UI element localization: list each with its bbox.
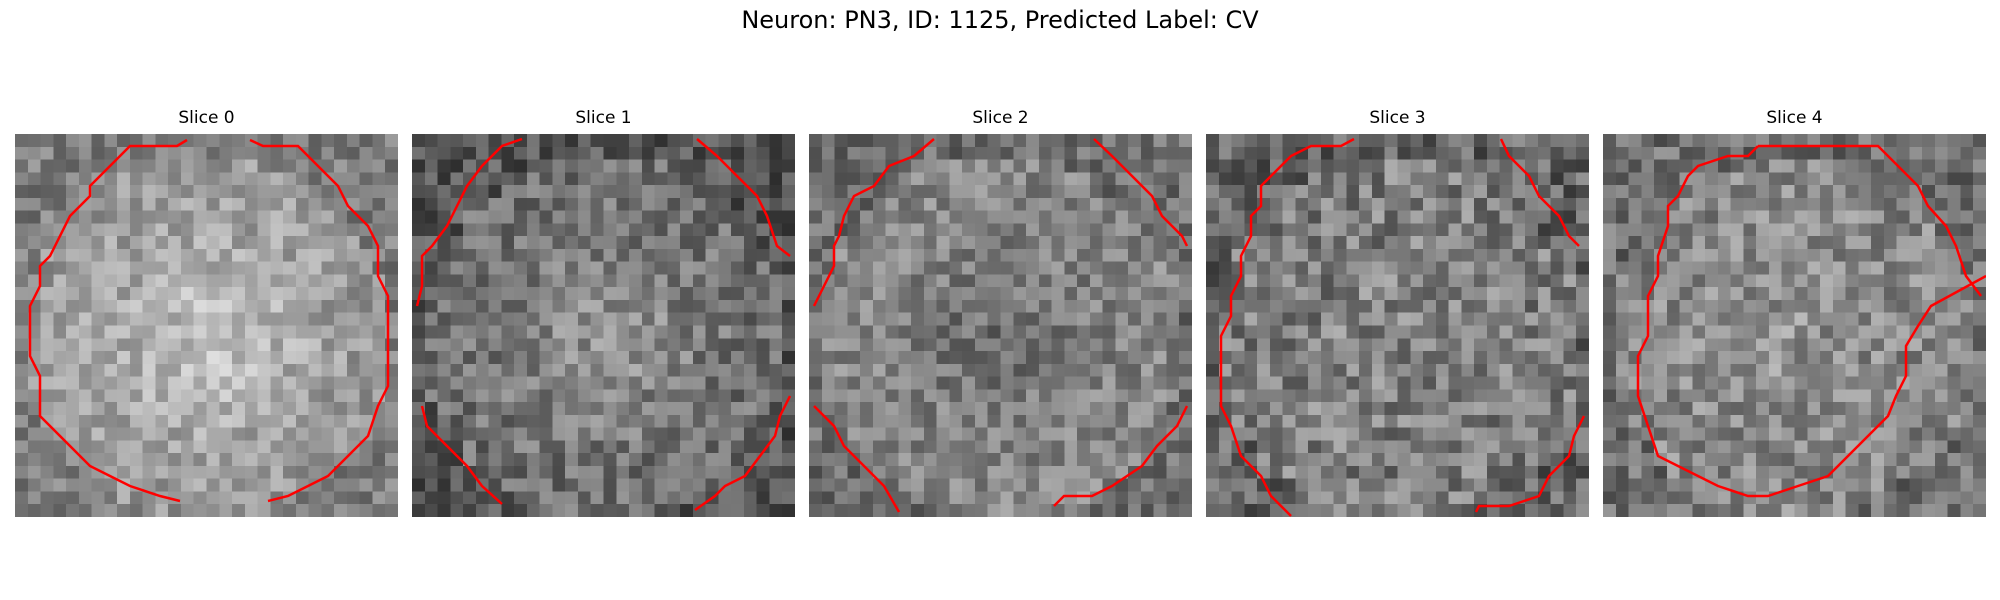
contour-overlay: [1206, 134, 1589, 517]
contour-line: [250, 140, 388, 501]
contour-overlay: [412, 134, 795, 517]
slice-image-4: [1603, 134, 1986, 517]
contour-line: [697, 139, 790, 256]
contour-line: [1054, 406, 1187, 506]
slice-panel-1: Slice 1: [412, 108, 795, 520]
contour-line: [1094, 139, 1187, 246]
slice-title: Slice 2: [809, 108, 1192, 128]
slice-panel-0: Slice 0: [15, 108, 398, 520]
contour-line: [695, 396, 790, 510]
slice-image-3: [1206, 134, 1589, 517]
slice-title: Slice 4: [1603, 108, 1986, 128]
slice-panel-3: Slice 3: [1206, 108, 1589, 520]
slice-image-1: [412, 134, 795, 517]
contour-line: [814, 139, 934, 306]
contour-line: [422, 406, 502, 504]
slice-title: Slice 0: [15, 108, 398, 128]
slice-image-0: [15, 134, 398, 517]
slice-title: Slice 3: [1206, 108, 1589, 128]
contour-overlay: [809, 134, 1192, 517]
contour-line: [1221, 139, 1354, 516]
slice-image-2: [809, 134, 1192, 517]
contour-line: [1476, 416, 1584, 512]
contour-line: [814, 406, 899, 512]
contour-line: [1638, 146, 1986, 496]
contour-overlay: [1603, 134, 1986, 517]
contour-line: [1501, 139, 1579, 246]
figure-title: Neuron: PN3, ID: 1125, Predicted Label: …: [0, 6, 2000, 34]
contour-line: [1758, 146, 1981, 296]
slice-panel-4: Slice 4: [1603, 108, 1986, 520]
contour-line: [417, 139, 522, 306]
slice-panel-2: Slice 2: [809, 108, 1192, 520]
contour-line: [30, 140, 187, 501]
contour-overlay: [15, 134, 398, 517]
slice-title: Slice 1: [412, 108, 795, 128]
